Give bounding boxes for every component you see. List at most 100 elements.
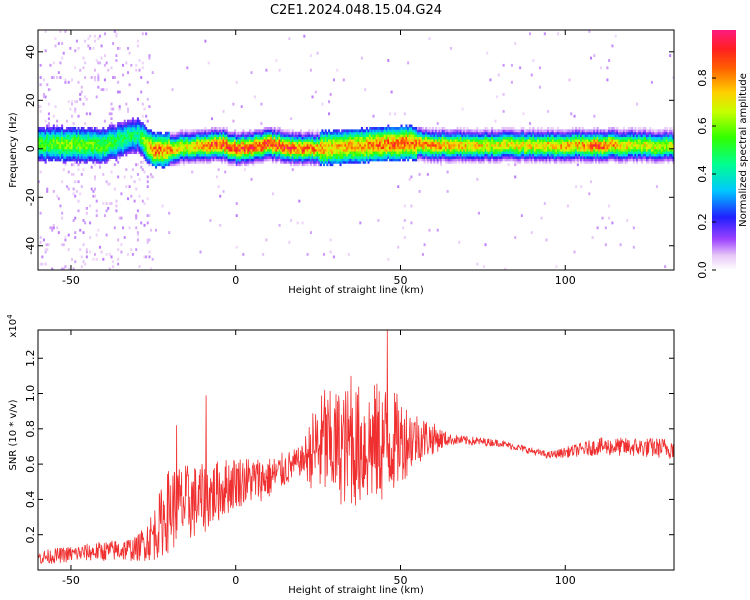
spectrogram-cell [168, 136, 171, 140]
spectrogram-cell [377, 136, 380, 140]
spectrogram-cell [247, 163, 250, 167]
spectrogram-cell [326, 148, 329, 152]
spectrogram-cell [191, 131, 194, 135]
spectrogram-cell [47, 148, 50, 152]
spectrogram-cell [281, 151, 284, 155]
spectrogram-cell [64, 129, 67, 133]
spectrogram-cell [99, 131, 102, 135]
spectrogram-cell [102, 151, 105, 155]
spectrogram-cell [402, 141, 405, 145]
spectrogram-cell [446, 153, 449, 157]
spectrogram-cell [201, 143, 204, 147]
spectrogram-cell [276, 146, 279, 150]
spectrogram-cell [357, 160, 360, 164]
spectrogram-cell [74, 180, 77, 184]
spectrogram-cell [92, 143, 95, 147]
spectrogram-cell [62, 158, 65, 162]
spectrogram-cell [156, 131, 159, 135]
spectrogram-cell [207, 148, 210, 152]
spectrogram-cell [426, 143, 429, 147]
spectrogram-cell [44, 131, 47, 135]
spectrogram-cell [268, 151, 271, 155]
spectrogram-cell [316, 139, 319, 142]
spectrogram-cell [477, 139, 480, 142]
spectrogram-cell [415, 131, 418, 135]
spectrogram-cell [473, 141, 476, 145]
spectrogram-cell [428, 134, 431, 138]
spectrogram-cell [461, 107, 464, 111]
spectrogram-cell [47, 112, 50, 116]
spectrogram-cell [276, 151, 279, 155]
spectrogram-cell [309, 146, 312, 150]
spectrogram-cell [436, 134, 439, 138]
spectrogram-cell [257, 153, 260, 157]
spectrogram-cell [75, 141, 78, 145]
spectrogram-cell [84, 141, 87, 145]
spectrogram-cell [89, 146, 92, 150]
spectrogram-cell [214, 139, 217, 142]
spectrogram-cell [384, 127, 387, 130]
spectrogram-cell [227, 131, 230, 135]
spectrogram-cell [252, 160, 255, 164]
spectrogram-cell [387, 156, 390, 159]
spectrogram-cell [39, 262, 42, 266]
spectrogram-cell [484, 151, 487, 155]
spectrogram-cell [131, 129, 134, 133]
spectrogram-cell [288, 141, 291, 145]
spectrogram-cell [47, 156, 50, 159]
spectrogram-cell [535, 136, 538, 140]
spectrogram-cell [296, 143, 299, 147]
spectrogram-cell [469, 129, 472, 133]
spectrogram-cell [253, 141, 256, 145]
spectrogram-cell [153, 163, 156, 167]
spectrogram-cell [349, 156, 352, 159]
spectrogram-cell [136, 97, 139, 101]
spectrogram-cell [80, 85, 83, 89]
spectrogram-cell [474, 153, 477, 157]
spectrogram-cell [443, 141, 446, 145]
spectrogram-cell [67, 146, 70, 150]
spectrogram-cell [445, 141, 448, 145]
spectrogram-cell [365, 129, 368, 133]
spectrogram-cell [440, 139, 443, 142]
spectrogram-cell [191, 143, 194, 147]
spectrogram-cell [421, 156, 424, 159]
spectrogram-cell [499, 158, 502, 162]
spectrogram-cell [245, 131, 248, 135]
spectrogram-cell [540, 131, 543, 135]
spectrogram-cell [102, 202, 105, 205]
spectrogram-cell [286, 160, 289, 164]
spectrogram-cell [278, 146, 281, 150]
spectrogram-cell [441, 143, 444, 147]
spectrogram-cell [113, 146, 116, 150]
spectrogram-cell [337, 146, 340, 150]
spectrogram-cell [127, 253, 130, 256]
spectrogram-cell [435, 141, 438, 145]
spectrogram-cell [245, 141, 248, 145]
spectrogram-cell [374, 143, 377, 147]
spectrogram-cell [510, 141, 513, 145]
spectrogram-cell [351, 134, 354, 138]
spectrogram-cell [67, 100, 70, 104]
spectrogram-cell [367, 131, 370, 135]
spectrogram-cell [382, 148, 385, 152]
spectrogram-cell [225, 129, 228, 133]
spectrogram-cell [131, 119, 134, 123]
spectrogram-cell [145, 114, 148, 118]
spectrogram-cell [244, 160, 247, 164]
spectrogram-cell [300, 151, 303, 155]
spectrogram-cell [482, 160, 485, 164]
spectrogram-cell [336, 129, 339, 133]
spectrogram-cell [229, 143, 232, 147]
spectrogram-cell [209, 143, 212, 147]
spectrogram-cell [456, 153, 459, 157]
spectrogram-cell [529, 122, 532, 125]
spectrogram-cell [159, 139, 162, 142]
spectrogram-cell [443, 131, 446, 135]
spectrogram-cell [79, 153, 82, 157]
spectrogram-cell [357, 141, 360, 145]
spectrogram-cell [275, 59, 278, 62]
spectrogram-cell [235, 146, 238, 150]
spectrogram-cell [187, 131, 190, 135]
spectrogram-cell [514, 139, 517, 142]
